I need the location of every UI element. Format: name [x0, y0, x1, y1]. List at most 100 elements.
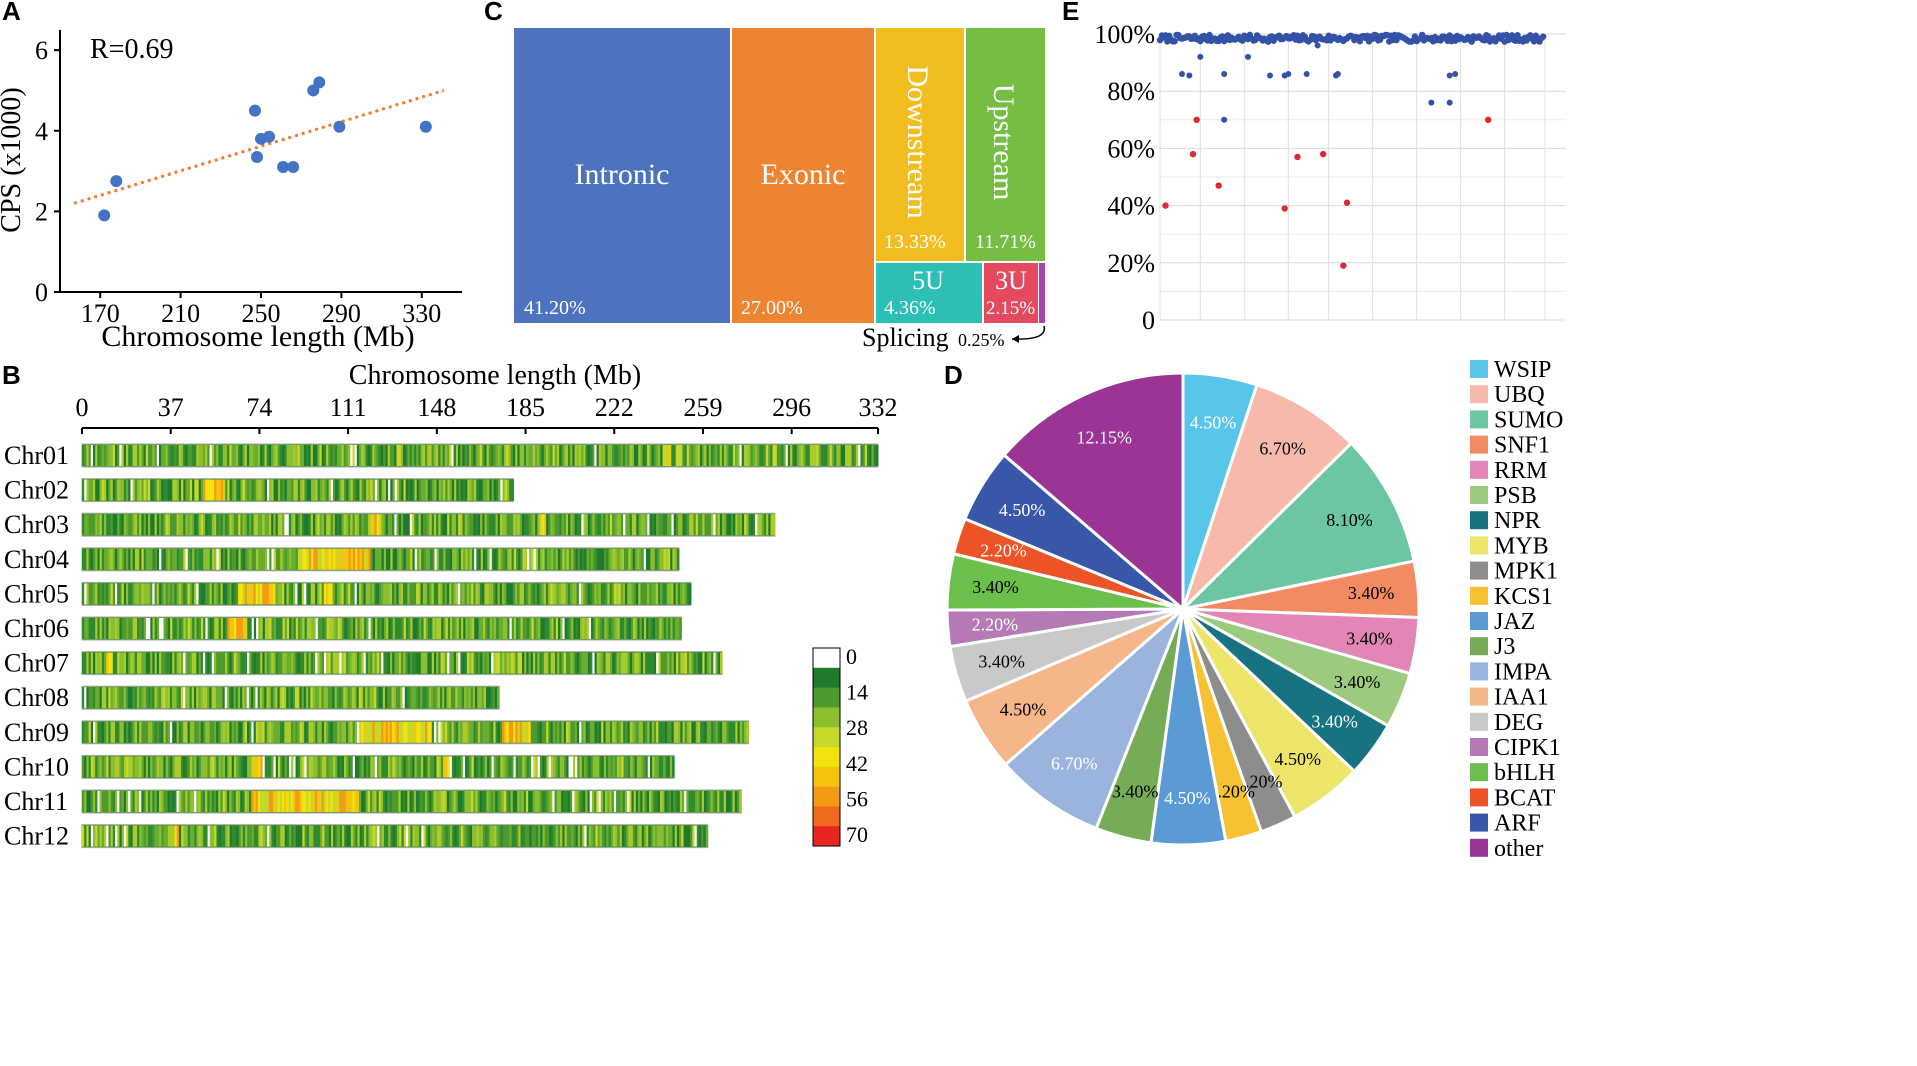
density-bin — [139, 583, 142, 605]
density-bin — [220, 652, 224, 674]
density-bin — [510, 583, 514, 605]
density-bin — [406, 687, 410, 709]
density-bin — [231, 514, 235, 536]
density-bin — [211, 479, 215, 501]
density-bin — [158, 721, 162, 743]
density-bin — [304, 514, 307, 536]
density-bin — [317, 548, 321, 570]
density-bin — [279, 721, 283, 743]
density-bin — [290, 445, 294, 466]
density-bin — [520, 548, 523, 570]
density-bin — [361, 652, 364, 674]
density-bin — [401, 618, 405, 639]
density-bin — [458, 825, 462, 847]
density-bin — [563, 445, 567, 466]
density-bin — [597, 756, 600, 778]
density-bin — [487, 825, 491, 847]
density-bin — [650, 548, 653, 570]
density-bin — [242, 445, 246, 466]
density-bin — [125, 445, 129, 466]
density-bin — [101, 825, 105, 847]
density-bin — [356, 721, 360, 743]
density-bin — [395, 687, 399, 709]
density-bin — [629, 514, 633, 536]
density-bin — [504, 756, 508, 778]
density-bin — [456, 548, 460, 570]
density-bin — [97, 445, 100, 466]
density-bin — [308, 445, 312, 466]
density-bin — [477, 583, 481, 605]
density-bin — [382, 687, 386, 709]
density-bin — [452, 548, 455, 570]
density-bin — [553, 756, 556, 778]
density-bin — [280, 618, 283, 639]
density-bin — [350, 618, 354, 639]
density-bin — [150, 479, 153, 501]
density-bin — [304, 618, 308, 639]
density-bin — [372, 756, 376, 778]
density-bin — [352, 791, 355, 812]
density-bin — [256, 618, 259, 639]
density-bin — [441, 825, 444, 847]
x-tick-label: 290 — [322, 299, 361, 328]
density-bin — [687, 825, 691, 847]
legend-label: UBQ — [1494, 382, 1545, 408]
density-bin — [231, 618, 235, 639]
density-bin — [106, 479, 109, 501]
density-bin — [350, 721, 353, 743]
legend-swatch — [813, 687, 840, 708]
density-bin — [374, 687, 377, 709]
density-bin — [218, 548, 222, 570]
density-bin — [541, 514, 545, 536]
density-bin — [264, 721, 268, 743]
density-bin — [779, 445, 782, 466]
density-bin — [682, 652, 686, 674]
density-bin — [389, 721, 393, 743]
density-bin — [526, 652, 529, 674]
treemap-3u-pct: 2.15% — [986, 298, 1035, 319]
density-bin — [402, 583, 406, 605]
density-bin — [224, 583, 228, 605]
density-bin — [493, 514, 496, 536]
density-bin — [90, 687, 94, 709]
density-bin — [331, 618, 334, 639]
density-bin — [588, 825, 592, 847]
density-bin — [517, 445, 520, 466]
density-bin — [163, 445, 166, 466]
density-bin — [377, 618, 380, 639]
density-bin — [530, 583, 534, 605]
density-bin — [766, 514, 769, 536]
density-bin — [255, 445, 259, 466]
density-bin — [117, 687, 120, 709]
density-bin — [506, 479, 510, 501]
density-bin — [860, 445, 864, 466]
density-bin — [551, 548, 554, 570]
density-bin — [412, 548, 416, 570]
pie-label: 3.40% — [1346, 628, 1393, 648]
chromosome-label: Chr09 — [4, 718, 69, 747]
density-bin — [498, 825, 502, 847]
density-bin — [656, 652, 659, 674]
density-bin — [601, 652, 604, 674]
density-bin — [154, 514, 158, 536]
density-bin — [684, 652, 688, 674]
density-bin — [222, 721, 226, 743]
density-bin — [180, 687, 184, 709]
density-bin — [741, 445, 745, 466]
density-bin — [82, 825, 85, 847]
density-bin — [647, 756, 651, 778]
density-bin — [710, 445, 714, 466]
density-bin — [429, 583, 432, 605]
density-bin — [416, 721, 419, 743]
density-bin — [569, 791, 573, 812]
density-bin — [471, 548, 475, 570]
density-bin — [365, 687, 368, 709]
density-bin — [295, 721, 298, 743]
density-bin — [176, 618, 180, 639]
density-bin — [348, 583, 351, 605]
density-bin — [86, 514, 89, 536]
density-bin — [328, 445, 331, 466]
density-bin — [220, 825, 224, 847]
density-bin — [367, 652, 371, 674]
